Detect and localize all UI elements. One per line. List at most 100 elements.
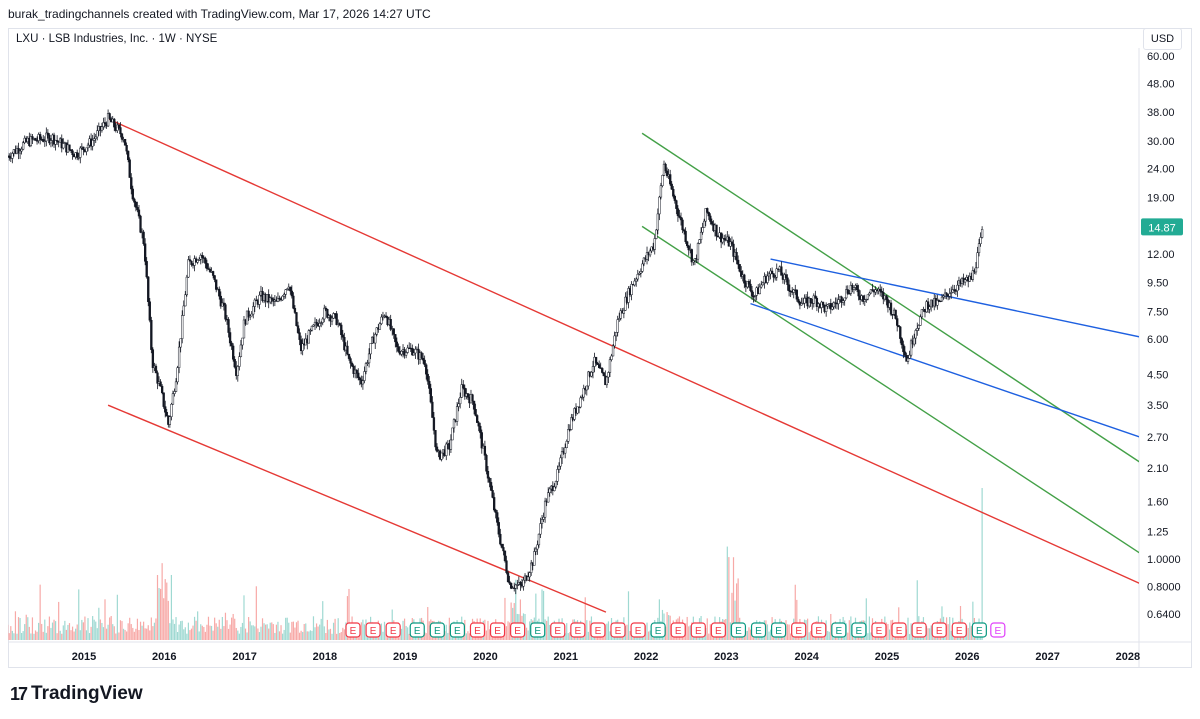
volume-bar xyxy=(28,626,30,640)
candle-body xyxy=(46,132,50,136)
candle-body xyxy=(743,274,746,284)
earnings-marker: E xyxy=(811,622,827,638)
candle-body xyxy=(635,278,638,282)
volume-bar xyxy=(314,627,316,640)
candle-body xyxy=(130,177,133,190)
volume-bar xyxy=(535,593,537,640)
candle-body xyxy=(855,285,859,291)
candle-body xyxy=(162,392,165,407)
volume-bar xyxy=(732,557,735,640)
candle-body xyxy=(894,309,897,319)
volume-bar xyxy=(14,611,17,640)
candle-body xyxy=(719,232,723,243)
y-tick-label: 7.50 xyxy=(1147,307,1168,319)
candle-body xyxy=(636,274,639,280)
volume-bar xyxy=(768,631,770,640)
currency-button[interactable]: USD xyxy=(1143,28,1182,50)
volume-bar xyxy=(870,632,872,640)
candle-body xyxy=(301,343,304,351)
volume-bar xyxy=(504,597,506,640)
volume-bar xyxy=(468,633,471,640)
candle-body xyxy=(91,140,94,147)
volume-bar xyxy=(488,629,491,640)
volume-bar xyxy=(118,632,120,640)
candle-body xyxy=(889,302,893,315)
earnings-marker-label: E xyxy=(615,626,622,637)
candle-body xyxy=(750,290,754,297)
candle-body xyxy=(780,266,783,276)
volume-bar xyxy=(220,628,222,640)
candle-body xyxy=(846,289,849,294)
candle-body xyxy=(43,140,46,142)
earnings-marker-box xyxy=(570,622,586,638)
candle-body xyxy=(460,384,463,398)
candle-body xyxy=(865,298,868,301)
volume-bar xyxy=(172,619,174,640)
candle-body xyxy=(476,415,479,423)
volume-bar xyxy=(689,625,691,640)
candle-body xyxy=(709,215,712,222)
volume-bar xyxy=(786,624,789,640)
volume-bar xyxy=(78,589,80,640)
candle-body xyxy=(462,384,465,389)
candle-body xyxy=(160,385,164,393)
volume-bar xyxy=(947,624,949,640)
candle-body xyxy=(619,310,622,319)
candle-body xyxy=(332,313,335,319)
candle-body xyxy=(358,377,361,381)
volume-bar xyxy=(734,600,736,640)
volume-bar xyxy=(61,633,63,640)
earnings-marker: E xyxy=(409,622,425,638)
candle-body xyxy=(559,457,562,467)
candle-body xyxy=(814,295,817,299)
volume-bar xyxy=(283,629,285,640)
volume-bar xyxy=(320,618,322,640)
volume-bar xyxy=(447,632,449,640)
candle-body xyxy=(346,345,349,355)
candle-body xyxy=(255,299,258,302)
candle-body xyxy=(939,300,942,303)
candle-body xyxy=(815,298,819,307)
candle-body xyxy=(76,152,79,158)
earnings-marker-label: E xyxy=(916,626,923,637)
symbol-legend[interactable]: LXU · LSB Industries, Inc. · 1W · NYSE xyxy=(16,33,218,45)
candle-body xyxy=(113,118,116,128)
y-tick-label: 3.50 xyxy=(1147,400,1168,412)
volume-bar xyxy=(50,627,52,640)
candle-body xyxy=(290,290,294,297)
volume-bar xyxy=(312,616,315,640)
volume-bar xyxy=(102,627,105,640)
volume-bar xyxy=(246,632,248,640)
candle-body xyxy=(395,341,399,347)
tradingview-logo-icon: 17 xyxy=(10,683,28,704)
volume-bar xyxy=(87,618,89,640)
volume-bar xyxy=(27,617,29,640)
earnings-marker: E xyxy=(831,622,847,638)
volume-bar xyxy=(268,628,270,640)
volume-bar xyxy=(153,622,156,640)
volume-bar xyxy=(13,633,15,640)
volume-bar xyxy=(33,633,35,640)
brand-logo[interactable]: 17 TradingView xyxy=(10,683,143,705)
candle-body xyxy=(239,344,243,357)
earnings-marker-box xyxy=(345,622,361,638)
volume-bar xyxy=(888,629,891,640)
candle-body xyxy=(920,309,924,318)
candle-body xyxy=(502,547,505,552)
candle-body xyxy=(602,372,605,377)
volume-bar xyxy=(606,623,608,640)
candle-body xyxy=(400,351,403,355)
volume-bar xyxy=(146,628,148,640)
candle-body xyxy=(897,325,900,328)
volume-bar xyxy=(85,630,88,640)
candle-body xyxy=(445,443,448,456)
candle-body xyxy=(426,373,429,382)
earnings-marker-label: E xyxy=(715,626,722,637)
volume-bar xyxy=(129,617,131,640)
earnings-marker-box xyxy=(385,622,401,638)
volume-bar xyxy=(444,631,446,640)
earnings-marker-box xyxy=(891,622,907,638)
candle-body xyxy=(608,359,612,373)
volume-bar xyxy=(908,633,911,640)
